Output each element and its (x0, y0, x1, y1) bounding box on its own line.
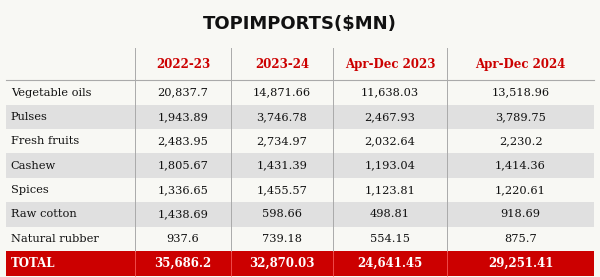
Text: 1,220.61: 1,220.61 (495, 185, 546, 195)
Bar (6, 153, 594, 178)
Text: 29,251.41: 29,251.41 (488, 257, 553, 270)
Text: 13,518.96: 13,518.96 (491, 88, 550, 98)
Text: 1,193.04: 1,193.04 (365, 161, 415, 171)
Text: Vegetable oils: Vegetable oils (11, 88, 91, 98)
Text: 24,641.45: 24,641.45 (358, 257, 422, 270)
Text: Natural rubber: Natural rubber (11, 234, 98, 244)
Text: TOPIMPORTS($MN): TOPIMPORTS($MN) (203, 15, 397, 33)
Text: Cashew: Cashew (11, 161, 56, 171)
Text: 11,638.03: 11,638.03 (361, 88, 419, 98)
Text: Raw cotton: Raw cotton (11, 209, 77, 219)
Text: 2,467.93: 2,467.93 (365, 112, 415, 122)
Bar (6, 251, 594, 276)
Text: 918.69: 918.69 (500, 209, 541, 219)
Text: 875.7: 875.7 (504, 234, 537, 244)
Text: 2,734.97: 2,734.97 (257, 136, 307, 146)
Text: 14,871.66: 14,871.66 (253, 88, 311, 98)
Text: 3,746.78: 3,746.78 (257, 112, 307, 122)
Bar (6, 178, 594, 202)
Text: 2,483.95: 2,483.95 (158, 136, 208, 146)
Bar (6, 105, 594, 129)
Text: 554.15: 554.15 (370, 234, 410, 244)
Text: 35,686.2: 35,686.2 (154, 257, 212, 270)
Text: 598.66: 598.66 (262, 209, 302, 219)
Text: 1,943.89: 1,943.89 (158, 112, 208, 122)
Bar (6, 202, 594, 227)
Text: 2,230.2: 2,230.2 (499, 136, 542, 146)
Text: 1,455.57: 1,455.57 (257, 185, 307, 195)
Text: 498.81: 498.81 (370, 209, 410, 219)
Text: Fresh fruits: Fresh fruits (11, 136, 79, 146)
Text: Apr-Dec 2023: Apr-Dec 2023 (345, 58, 435, 71)
Text: 2022-23: 2022-23 (156, 58, 210, 71)
Text: 1,438.69: 1,438.69 (158, 209, 208, 219)
Text: 2,032.64: 2,032.64 (365, 136, 415, 146)
Text: 1,123.81: 1,123.81 (365, 185, 415, 195)
Bar (6, 129, 594, 153)
Text: 937.6: 937.6 (167, 234, 199, 244)
Text: 1,414.36: 1,414.36 (495, 161, 546, 171)
Text: 32,870.03: 32,870.03 (249, 257, 315, 270)
Bar (6, 80, 594, 105)
Text: 2023-24: 2023-24 (255, 58, 309, 71)
Text: 3,789.75: 3,789.75 (495, 112, 546, 122)
Text: Apr-Dec 2024: Apr-Dec 2024 (475, 58, 566, 71)
Text: 1,336.65: 1,336.65 (158, 185, 208, 195)
Text: TOTAL: TOTAL (11, 257, 55, 270)
Text: 739.18: 739.18 (262, 234, 302, 244)
Text: Pulses: Pulses (11, 112, 47, 122)
Text: Spices: Spices (11, 185, 49, 195)
Text: 1,431.39: 1,431.39 (257, 161, 307, 171)
Text: 1,805.67: 1,805.67 (158, 161, 208, 171)
Bar (6, 227, 594, 251)
Text: 20,837.7: 20,837.7 (158, 88, 208, 98)
